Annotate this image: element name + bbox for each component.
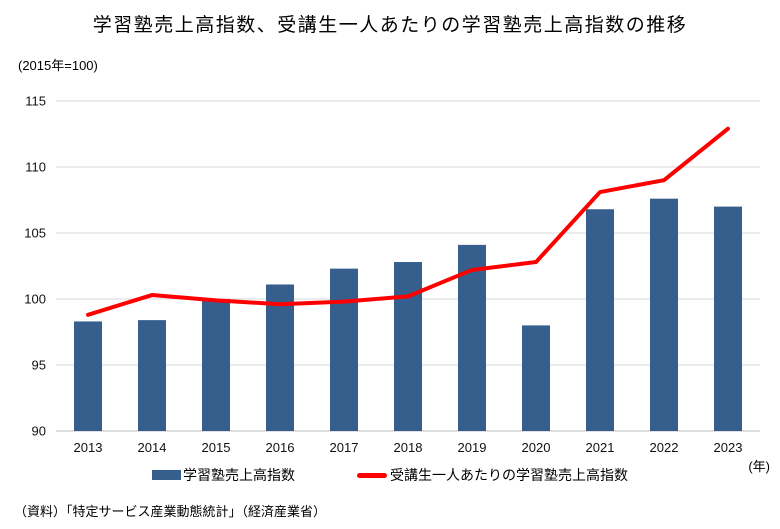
x-axis-unit-label: (年) <box>748 459 770 474</box>
bar-2018 <box>394 262 422 431</box>
bar-2020 <box>522 325 550 431</box>
bar-2014 <box>138 320 166 431</box>
y-tick-label: 100 <box>24 292 46 307</box>
bar-2017 <box>330 268 358 431</box>
x-tick-label: 2015 <box>202 440 231 455</box>
x-tick-label: 2019 <box>458 440 487 455</box>
y-axis-unit-note: (2015年=100) <box>18 58 98 73</box>
bar-2021 <box>586 209 614 431</box>
legend-label-line-series: 受講生一人あたりの学習塾売上高指数 <box>390 467 628 483</box>
bar-2022 <box>650 198 678 431</box>
y-tick-label: 105 <box>24 226 46 241</box>
bar-series-swatch-icon <box>152 470 181 480</box>
y-tick-label: 90 <box>32 424 46 439</box>
x-tick-label: 2017 <box>330 440 359 455</box>
bar-2016 <box>266 284 294 431</box>
x-tick-label: 2013 <box>74 440 103 455</box>
source-note: （資料）「特定サービス産業動態統計」（経済産業省） <box>14 504 327 519</box>
x-tick-label: 2016 <box>266 440 295 455</box>
x-tick-label: 2022 <box>650 440 679 455</box>
bar-2015 <box>202 299 230 431</box>
bar-2023 <box>714 206 742 431</box>
bar-2013 <box>74 321 102 431</box>
legend-label-bar-series: 学習塾売上高指数 <box>183 467 295 483</box>
line-series <box>86 126 730 317</box>
line-series-swatch-icon <box>357 472 387 478</box>
x-tick-label: 2018 <box>394 440 423 455</box>
x-tick-label: 2020 <box>522 440 551 455</box>
y-tick-label: 110 <box>25 160 46 175</box>
y-tick-label: 115 <box>25 94 46 109</box>
chart-title: 学習塾売上高指数、受講生一人あたりの学習塾売上高指数の推移 <box>92 15 688 36</box>
legend-item-bar-series: 学習塾売上高指数 <box>152 465 295 485</box>
x-tick-label: 2014 <box>138 440 167 455</box>
legend-item-line-series: 受講生一人あたりの学習塾売上高指数 <box>357 465 628 485</box>
y-tick-label: 95 <box>32 358 46 373</box>
x-tick-label: 2023 <box>714 440 743 455</box>
chart-legend: 学習塾売上高指数 受講生一人あたりの学習塾売上高指数 <box>0 463 780 487</box>
chart-canvas: 90 95 100 105 110 115 2013 2014 2015 2016 2017 2018… <box>24 94 760 455</box>
x-tick-label: 2021 <box>586 440 615 455</box>
